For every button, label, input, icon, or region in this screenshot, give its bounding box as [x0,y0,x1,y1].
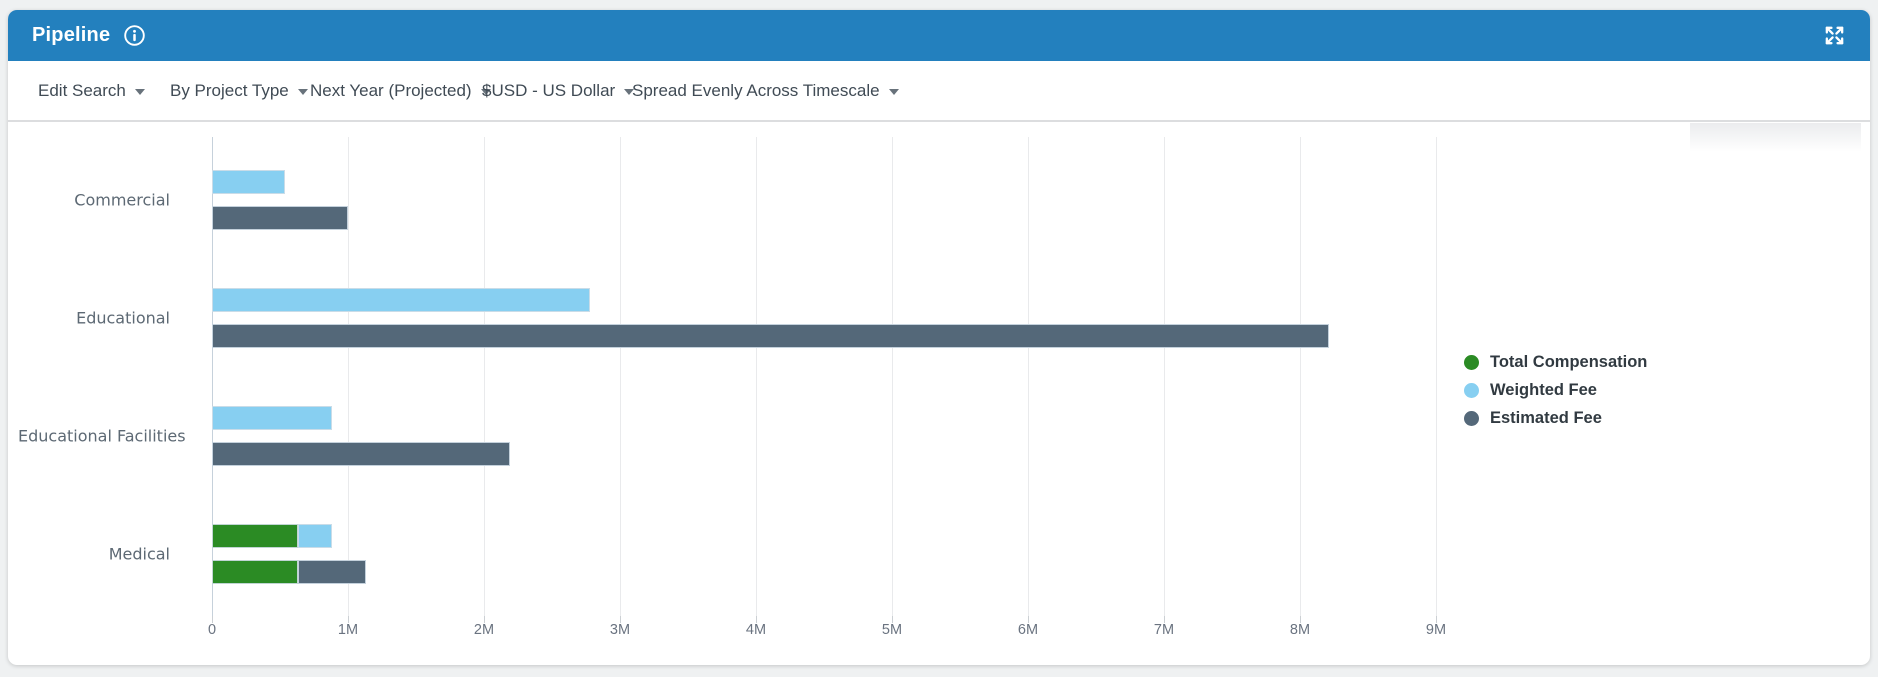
bar-segment[interactable] [297,560,366,584]
axis-tick [212,616,213,623]
category-label: Medical [108,544,170,564]
gridline [1300,137,1301,616]
axis-tick [756,616,757,623]
x-axis-label: 8M [1289,622,1311,638]
legend-label: Weighted Fee [1490,380,1597,399]
bar-segment[interactable] [212,288,591,312]
category-label: Educational Facilities [18,426,186,446]
bar-segment[interactable] [212,206,348,230]
category-label: Educational [76,308,170,328]
info-icon[interactable] [123,24,146,47]
scroll-fade [1690,123,1861,155]
x-axis-label: 6M [1017,622,1039,638]
axis-tick [1300,616,1301,623]
widget-header: Pipeline [8,10,1870,61]
filter-bar: Edit Search By Project Type Next Year (Pr… [8,61,1870,122]
chevron-down-icon [624,89,635,95]
gridline [1436,137,1437,616]
chevron-down-icon [134,89,145,95]
edit-search-label: Edit Search [38,80,126,100]
filter-dropdown-label: $USD - US Dollar [482,80,616,100]
x-axis-label: 4M [745,622,767,638]
gridline [756,137,757,616]
bar-segment[interactable] [212,524,298,548]
x-axis-label: 0 [207,622,217,638]
axis-tick [348,616,349,623]
pipeline-widget: Pipeline Edit Search By Project Type Next… [8,10,1870,665]
bar-segment[interactable] [297,524,332,548]
x-axis-label: 2M [473,622,495,638]
gridline [484,137,485,616]
axis-tick [1436,616,1437,623]
bar-segment[interactable] [212,324,1329,348]
legend-dot-icon [1464,410,1479,426]
expand-arrows-icon[interactable] [1823,24,1846,47]
legend-dot-icon [1464,354,1479,370]
legend-item[interactable]: Estimated Fee [1464,404,1647,432]
legend-label: Total Compensation [1490,352,1648,371]
x-axis-label: 5M [881,622,903,638]
gridline [892,137,893,616]
filter-dropdown-label: Next Year (Projected) [310,80,472,100]
legend-label: Estimated Fee [1490,408,1602,427]
gridline [1164,137,1165,616]
bar-segment[interactable] [212,406,332,430]
bar-segment[interactable] [212,442,510,466]
filter-dropdown-label: Spread Evenly Across Timescale [632,80,880,100]
x-axis-label: 7M [1153,622,1175,638]
edit-search-dropdown[interactable]: Edit Search [38,61,145,120]
chart-legend: Total Compensation Weighted Fee Estimated … [1464,348,1647,432]
chevron-down-icon [297,89,308,95]
filter-dropdown-label: By Project Type [170,80,289,100]
x-axis-label: 3M [609,622,631,638]
gridline [212,137,213,616]
axis-tick [484,616,485,623]
axis-tick [1028,616,1029,623]
axis-tick [892,616,893,623]
category-label: Commercial [74,190,170,210]
pipeline-chart: 0 1M 2M 3M 4M 5M 6M 7M 8M 9M Commercial Educational… [8,122,1870,665]
chevron-down-icon [888,89,899,95]
gridline [348,137,349,616]
chevron-down-icon [480,89,491,95]
axis-tick [1164,616,1165,623]
filter-dropdown[interactable]: By Project Type [170,61,308,120]
legend-item[interactable]: Weighted Fee [1464,376,1647,404]
x-axis-label: 1M [337,622,359,638]
gridline [1028,137,1029,616]
filter-dropdown[interactable]: Spread Evenly Across Timescale [632,61,899,120]
bar-segment[interactable] [212,170,286,194]
page-title: Pipeline [32,24,111,46]
filter-dropdown[interactable]: $USD - US Dollar [482,61,635,120]
x-axis-label: 9M [1425,622,1447,638]
legend-dot-icon [1464,382,1479,398]
axis-tick [620,616,621,623]
filter-dropdown[interactable]: Next Year (Projected) [310,61,491,120]
bar-segment[interactable] [212,560,298,584]
gridline [620,137,621,616]
legend-item[interactable]: Total Compensation [1464,348,1647,376]
